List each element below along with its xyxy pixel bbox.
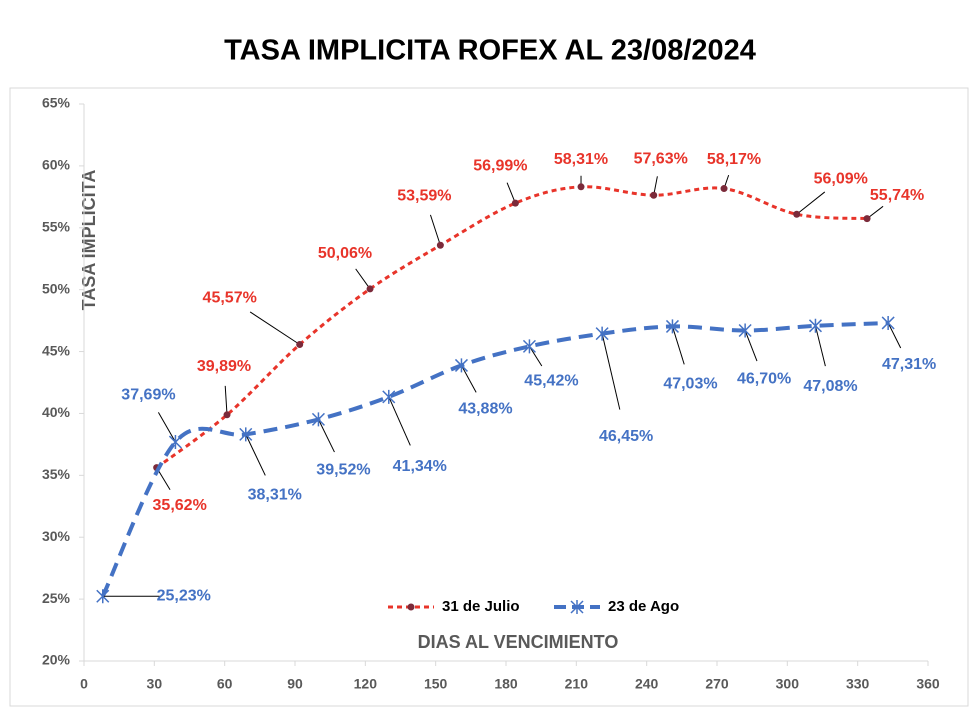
point (366, 285, 374, 293)
data-label: 47,31% (882, 356, 936, 373)
x-tick-label: 330 (846, 676, 870, 692)
x-tick-label: 180 (494, 676, 518, 692)
data-label: 25,23% (157, 587, 211, 604)
data-label: 43,88% (458, 401, 512, 418)
point (223, 411, 231, 419)
leader-line (249, 311, 300, 345)
data-label: 47,08% (803, 378, 857, 395)
y-tick-label: 25% (42, 590, 71, 606)
x-tick-label: 300 (776, 676, 800, 692)
point (239, 427, 253, 442)
point (382, 389, 396, 404)
data-label: 47,03% (663, 376, 717, 393)
data-label: 46,70% (737, 371, 791, 388)
chart-border (9, 87, 969, 707)
x-tick-label: 150 (424, 676, 448, 692)
data-label: 56,99% (473, 157, 527, 174)
data-label: 58,17% (707, 151, 761, 168)
leader-line (601, 333, 621, 410)
data-label: 45,57% (203, 290, 257, 307)
point (720, 185, 728, 193)
x-tick-label: 210 (565, 676, 589, 692)
data-label: 58,31% (554, 151, 608, 168)
leader-line (224, 385, 228, 415)
point (296, 341, 304, 349)
series-line (155, 185, 868, 469)
point (522, 339, 536, 354)
point (650, 191, 658, 199)
x-tick-label: 90 (287, 676, 303, 692)
x-tick-label: 270 (705, 676, 729, 692)
legend-label: 23 de Ago (608, 598, 679, 615)
point (808, 318, 822, 333)
data-label: 39,89% (197, 358, 251, 375)
leader-line (814, 325, 826, 367)
point (881, 315, 895, 330)
data-label: 35,62% (153, 497, 207, 514)
leader-line (529, 346, 543, 367)
leader-line (461, 365, 477, 393)
data-label: 57,63% (634, 150, 688, 167)
point (436, 241, 444, 249)
x-tick-label: 0 (80, 676, 88, 692)
point (665, 319, 679, 334)
data-label: 45,42% (524, 373, 578, 390)
data-label: 38,31% (248, 487, 302, 504)
x-tick-label: 30 (147, 676, 163, 692)
chart-title: TASA IMPLICITA ROFEX AL 23/08/2024 (224, 35, 756, 67)
leader-line (157, 412, 176, 443)
point (793, 210, 801, 218)
point (96, 589, 110, 604)
y-tick-label: 50% (42, 280, 71, 296)
data-label: 55,74% (870, 187, 924, 204)
point (511, 199, 519, 207)
legend-marker (570, 600, 584, 614)
data-label: 53,59% (397, 187, 451, 204)
x-tick-label: 60 (217, 676, 233, 692)
y-tick-label: 30% (42, 528, 71, 544)
x-tick-label: 240 (635, 676, 659, 692)
point (311, 412, 325, 427)
leader-line (355, 268, 371, 290)
leader-line (317, 419, 335, 453)
leader-line (429, 214, 441, 246)
leader-line (887, 322, 902, 349)
leader-line (245, 434, 266, 476)
y-tick-label: 35% (42, 466, 71, 482)
point (577, 183, 585, 191)
point (863, 215, 871, 223)
leader-line (796, 191, 826, 215)
point (595, 326, 609, 341)
y-tick-label: 65% (42, 95, 71, 111)
leader-line (744, 330, 758, 362)
data-label: 41,34% (393, 458, 447, 475)
legend-marker (407, 603, 415, 611)
point (168, 435, 182, 450)
x-tick-label: 120 (354, 676, 378, 692)
legend-label: 31 de Julio (442, 598, 520, 615)
data-label: 37,69% (121, 386, 175, 403)
point (738, 323, 752, 338)
data-label: 39,52% (316, 462, 370, 479)
y-tick-label: 55% (42, 218, 71, 234)
y-tick-label: 45% (42, 342, 71, 358)
y-tick-label: 40% (42, 404, 71, 420)
data-label: 46,45% (599, 428, 653, 445)
x-axis-title: DIAS AL VENCIMIENTO (418, 632, 619, 652)
leader-line (506, 182, 516, 204)
leader-line (388, 396, 411, 446)
data-label: 56,09% (814, 171, 868, 188)
y-tick-label: 60% (42, 157, 71, 173)
point (454, 358, 468, 373)
leader-line (671, 326, 685, 365)
y-tick-label: 20% (42, 652, 71, 668)
x-tick-label: 360 (916, 676, 940, 692)
data-label: 50,06% (318, 245, 372, 262)
